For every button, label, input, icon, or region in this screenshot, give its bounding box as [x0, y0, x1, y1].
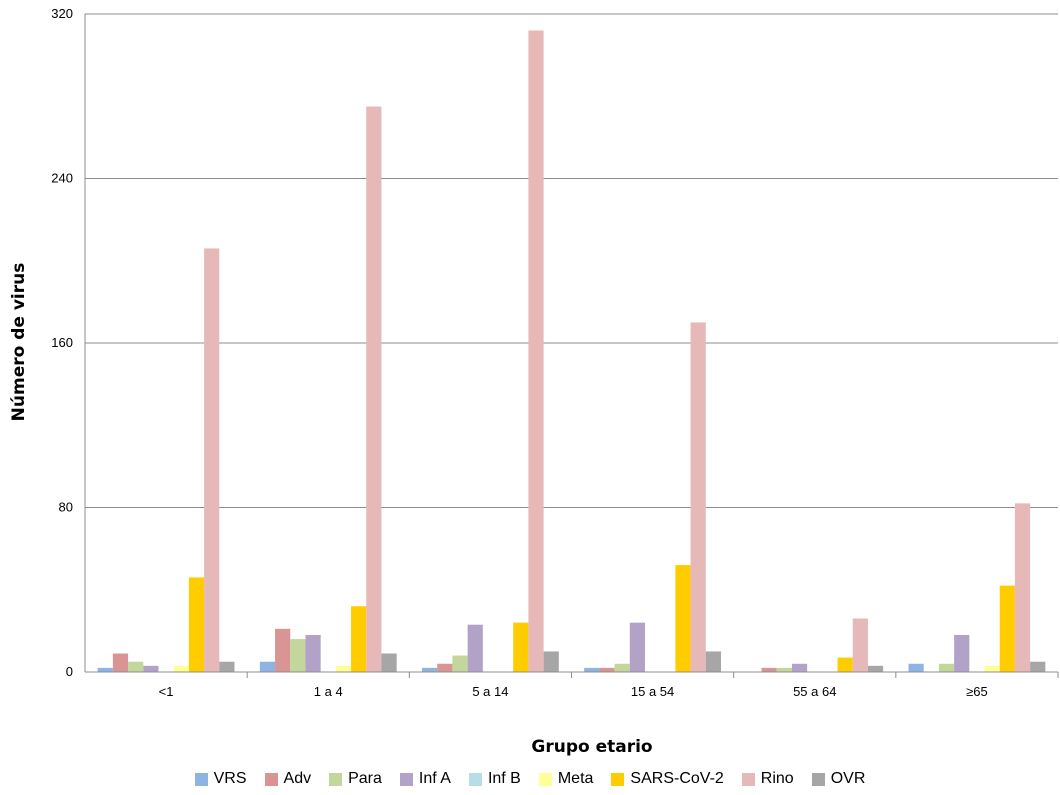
bar-ovr — [705, 651, 721, 672]
bar-rino — [204, 248, 220, 672]
bar-meta — [173, 665, 189, 672]
legend-swatch — [811, 772, 825, 786]
bar-ovr — [381, 653, 397, 672]
bar-vrs — [422, 667, 438, 672]
bar-vrs — [584, 667, 600, 672]
bar-para — [938, 663, 955, 672]
bar-adv — [275, 628, 291, 672]
bar-sars-cov-2 — [837, 657, 853, 672]
legend-item: Para — [329, 770, 382, 788]
bar-sars-cov-2 — [351, 606, 367, 672]
bar-vrs — [259, 661, 276, 672]
bar-rino — [366, 106, 382, 672]
bar-adv — [599, 667, 615, 672]
x-tick-label: ≥65 — [966, 684, 988, 699]
legend-label: VRS — [213, 770, 247, 787]
bar-inf-a — [305, 634, 321, 672]
y-tick-label: 240 — [51, 171, 73, 186]
legend-item: Adv — [264, 770, 312, 788]
bar-adv — [112, 653, 129, 672]
y-tick-labels: 0 80 160 240 320 — [51, 6, 73, 679]
bar-rino — [1014, 503, 1031, 672]
bar-rino — [690, 322, 706, 672]
legend-swatch — [399, 772, 413, 786]
bar-ovr — [867, 665, 884, 672]
legend-label: Para — [348, 770, 382, 787]
legend-swatch — [468, 772, 482, 786]
legend-swatch — [538, 772, 552, 786]
bar-para — [776, 667, 792, 672]
bar-inf-a — [467, 624, 483, 672]
legend-swatch — [264, 772, 278, 786]
legend-label: SARS-CoV-2 — [630, 770, 724, 787]
x-tick-label: 55 a 64 — [793, 684, 836, 699]
bar-sars-cov-2 — [513, 622, 529, 672]
y-tick-label: 80 — [59, 500, 73, 515]
bar-meta — [984, 665, 1000, 672]
bar-rino — [528, 30, 544, 672]
legend-swatch — [329, 772, 343, 786]
bar-sars-cov-2 — [999, 585, 1015, 672]
bar-meta — [335, 665, 352, 672]
legend-label: OVR — [830, 770, 866, 787]
legend-swatch — [611, 772, 625, 786]
x-axis-title: Grupo etario — [531, 737, 652, 757]
bar-inf-a — [791, 663, 808, 672]
legend-label: Adv — [283, 770, 312, 787]
legend-swatch — [194, 772, 208, 786]
x-tick-label: 1 a 4 — [314, 684, 343, 699]
legend: VRS Adv Para Inf A Inf B Meta SARS-CoV-2 Rino OV… — [0, 770, 1060, 788]
bar-para — [452, 655, 468, 672]
y-tick-label: 0 — [66, 664, 73, 679]
legend-item: Inf B — [468, 770, 521, 788]
bar-inf-a — [954, 634, 970, 672]
bar-ovr — [219, 661, 235, 672]
bar-chart: 0 80 160 240 320 <1 1 a 4 5 a 14 15 a 54 55 a 64… — [9, 6, 1059, 757]
bar-rino — [852, 618, 868, 672]
bar-inf-a — [143, 665, 159, 672]
bar-para — [614, 663, 630, 672]
legend-label: Meta — [557, 770, 594, 787]
bar-sars-cov-2 — [675, 565, 691, 672]
legend-item: VRS — [194, 770, 247, 788]
bar-adv — [437, 663, 453, 672]
bar-inf-a — [629, 622, 645, 672]
x-tick-label: 5 a 14 — [472, 684, 508, 699]
y-tick-label: 160 — [51, 335, 73, 350]
bar-vrs — [97, 667, 113, 672]
legend-item: Rino — [741, 770, 794, 788]
legend-label: Inf B — [487, 770, 521, 787]
bar-sars-cov-2 — [188, 577, 205, 672]
bar-vrs — [908, 663, 924, 672]
bar-adv — [761, 667, 777, 672]
x-tick-labels: <1 1 a 4 5 a 14 15 a 54 55 a 64 ≥65 — [159, 684, 988, 699]
legend-swatch — [741, 772, 755, 786]
x-tick-label: <1 — [159, 684, 174, 699]
y-tick-label: 320 — [51, 6, 73, 21]
gridlines — [84, 13, 1059, 678]
legend-item: OVR — [811, 770, 866, 788]
bars-group — [85, 30, 1058, 673]
legend-item: Meta — [538, 770, 594, 788]
legend-item: SARS-CoV-2 — [611, 770, 724, 788]
bar-para — [290, 639, 306, 672]
bar-ovr — [1030, 661, 1046, 672]
legend-item: Inf A — [399, 770, 451, 788]
legend-label: Inf A — [418, 770, 451, 787]
x-tick-label: 15 a 54 — [631, 684, 674, 699]
y-axis-title: Número de virus — [9, 263, 29, 422]
bar-ovr — [543, 651, 559, 672]
legend-label: Rino — [760, 770, 794, 787]
bar-para — [128, 661, 144, 672]
